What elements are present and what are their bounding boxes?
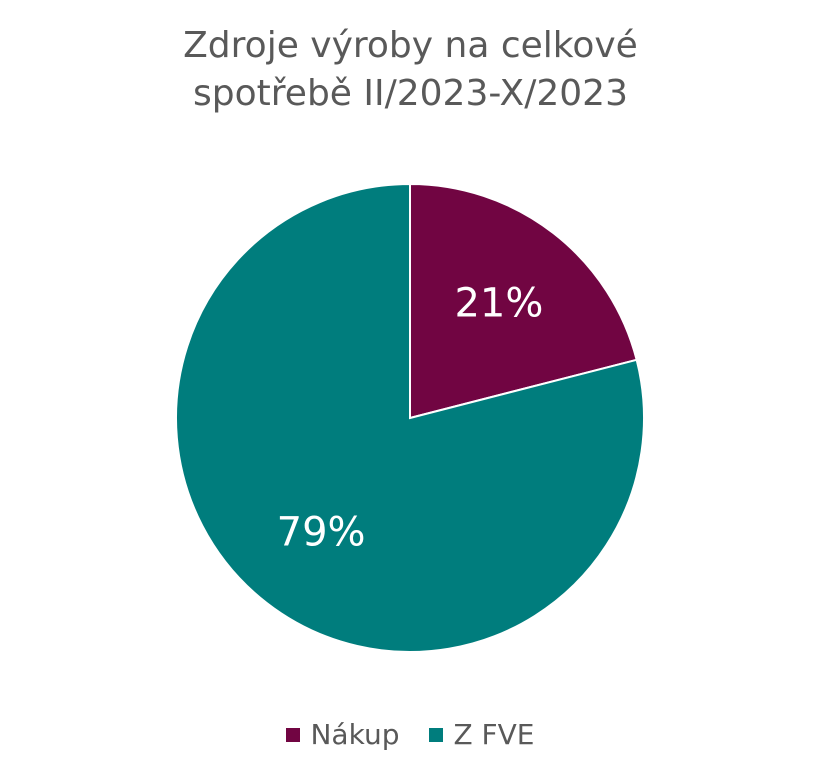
chart-title-line-2: spotřebě II/2023-X/2023	[193, 73, 628, 114]
legend-swatch-nakup	[286, 727, 301, 742]
legend-item-nakup: Nákup	[286, 718, 399, 751]
pie-chart: 21% 79%	[175, 182, 645, 653]
chart-title: Zdroje výroby na celkové spotřebě II/202…	[0, 22, 821, 118]
legend-label-nakup: Nákup	[310, 718, 400, 751]
legend: Nákup Z FVE	[0, 718, 821, 751]
data-label-z-fve: 79%	[277, 510, 366, 556]
pie-slice-z-fve	[175, 182, 645, 653]
pie-slice-nakup	[409, 182, 638, 420]
pie-slices	[175, 182, 645, 653]
pie-data-labels: 21% 79%	[277, 280, 544, 555]
legend-label-z-fve: Z FVE	[453, 718, 535, 751]
legend-swatch-z-fve	[429, 727, 444, 742]
chart-title-line-1: Zdroje výroby na celkové	[183, 25, 638, 66]
data-label-nakup: 21%	[454, 280, 543, 326]
legend-item-z-fve: Z FVE	[429, 718, 535, 751]
